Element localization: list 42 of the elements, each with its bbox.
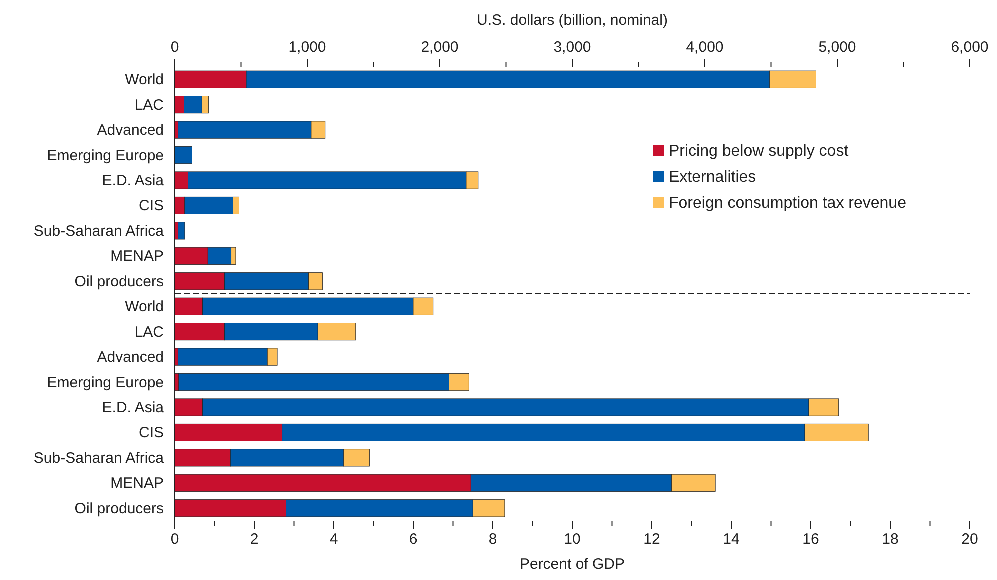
x2-tick-label: 6,000 <box>951 39 989 56</box>
y-tick-label: LAC <box>134 96 164 114</box>
x2-axis-title: U.S. dollars (billion, nominal) <box>477 12 668 29</box>
y-tick-label: E.D. Asia <box>102 400 165 416</box>
x2-tick-label: 5,000 <box>818 39 856 56</box>
y-tick-label: Sub-Saharan Africa <box>34 222 165 240</box>
y-tick-label: Emerging Europe <box>47 147 164 164</box>
y-tick-label: World <box>125 72 164 89</box>
y-tick-label: Oil producers <box>74 500 164 518</box>
y-tick-label: CIS <box>138 198 164 215</box>
y-tick-label: Advanced <box>97 122 164 140</box>
y-tick-label: MENAP <box>110 248 164 266</box>
legend-label: Foreign consumption tax revenue <box>669 195 907 212</box>
x-tick-label: 10 <box>564 531 581 548</box>
y-tick-label: World <box>125 298 164 316</box>
x-tick-label: 6 <box>409 531 418 548</box>
y-tick-label: E.D. Asia <box>102 172 165 190</box>
x-tick-label: 18 <box>882 531 899 548</box>
y-tick-label: Sub-Saharan Africa <box>34 450 165 467</box>
x-tick-label: 2 <box>250 531 259 548</box>
x-tick-label: 4 <box>330 531 338 548</box>
legend-label: Pricing below supply cost <box>669 143 850 160</box>
x-tick-label: 16 <box>802 531 820 548</box>
x2-tick-label: 4,000 <box>686 39 724 56</box>
x-axis-title: Percent of GDP <box>520 556 626 573</box>
x-tick-label: 12 <box>644 531 660 548</box>
x2-tick-label: 2,000 <box>421 39 459 56</box>
x-tick-label: 14 <box>723 531 740 548</box>
legend-label: Externalities <box>669 169 756 186</box>
x2-tick-label: 1,000 <box>288 39 326 56</box>
x-tick-label: 20 <box>962 531 978 548</box>
y-tick-label: Advanced <box>97 349 164 366</box>
x-tick-label: 0 <box>170 531 180 548</box>
bar <box>178 222 186 240</box>
x-tick-label: 8 <box>488 531 498 548</box>
x2-tick-label: 3,000 <box>554 39 592 56</box>
x2-tick-label: 0 <box>170 39 180 56</box>
y-tick-label: LAC <box>134 324 164 341</box>
y-tick-label: Oil producers <box>74 273 164 290</box>
y-tick-label: CIS <box>138 424 164 442</box>
y-tick-label: MENAP <box>110 475 164 492</box>
y-tick-label: Emerging Europe <box>47 374 164 392</box>
